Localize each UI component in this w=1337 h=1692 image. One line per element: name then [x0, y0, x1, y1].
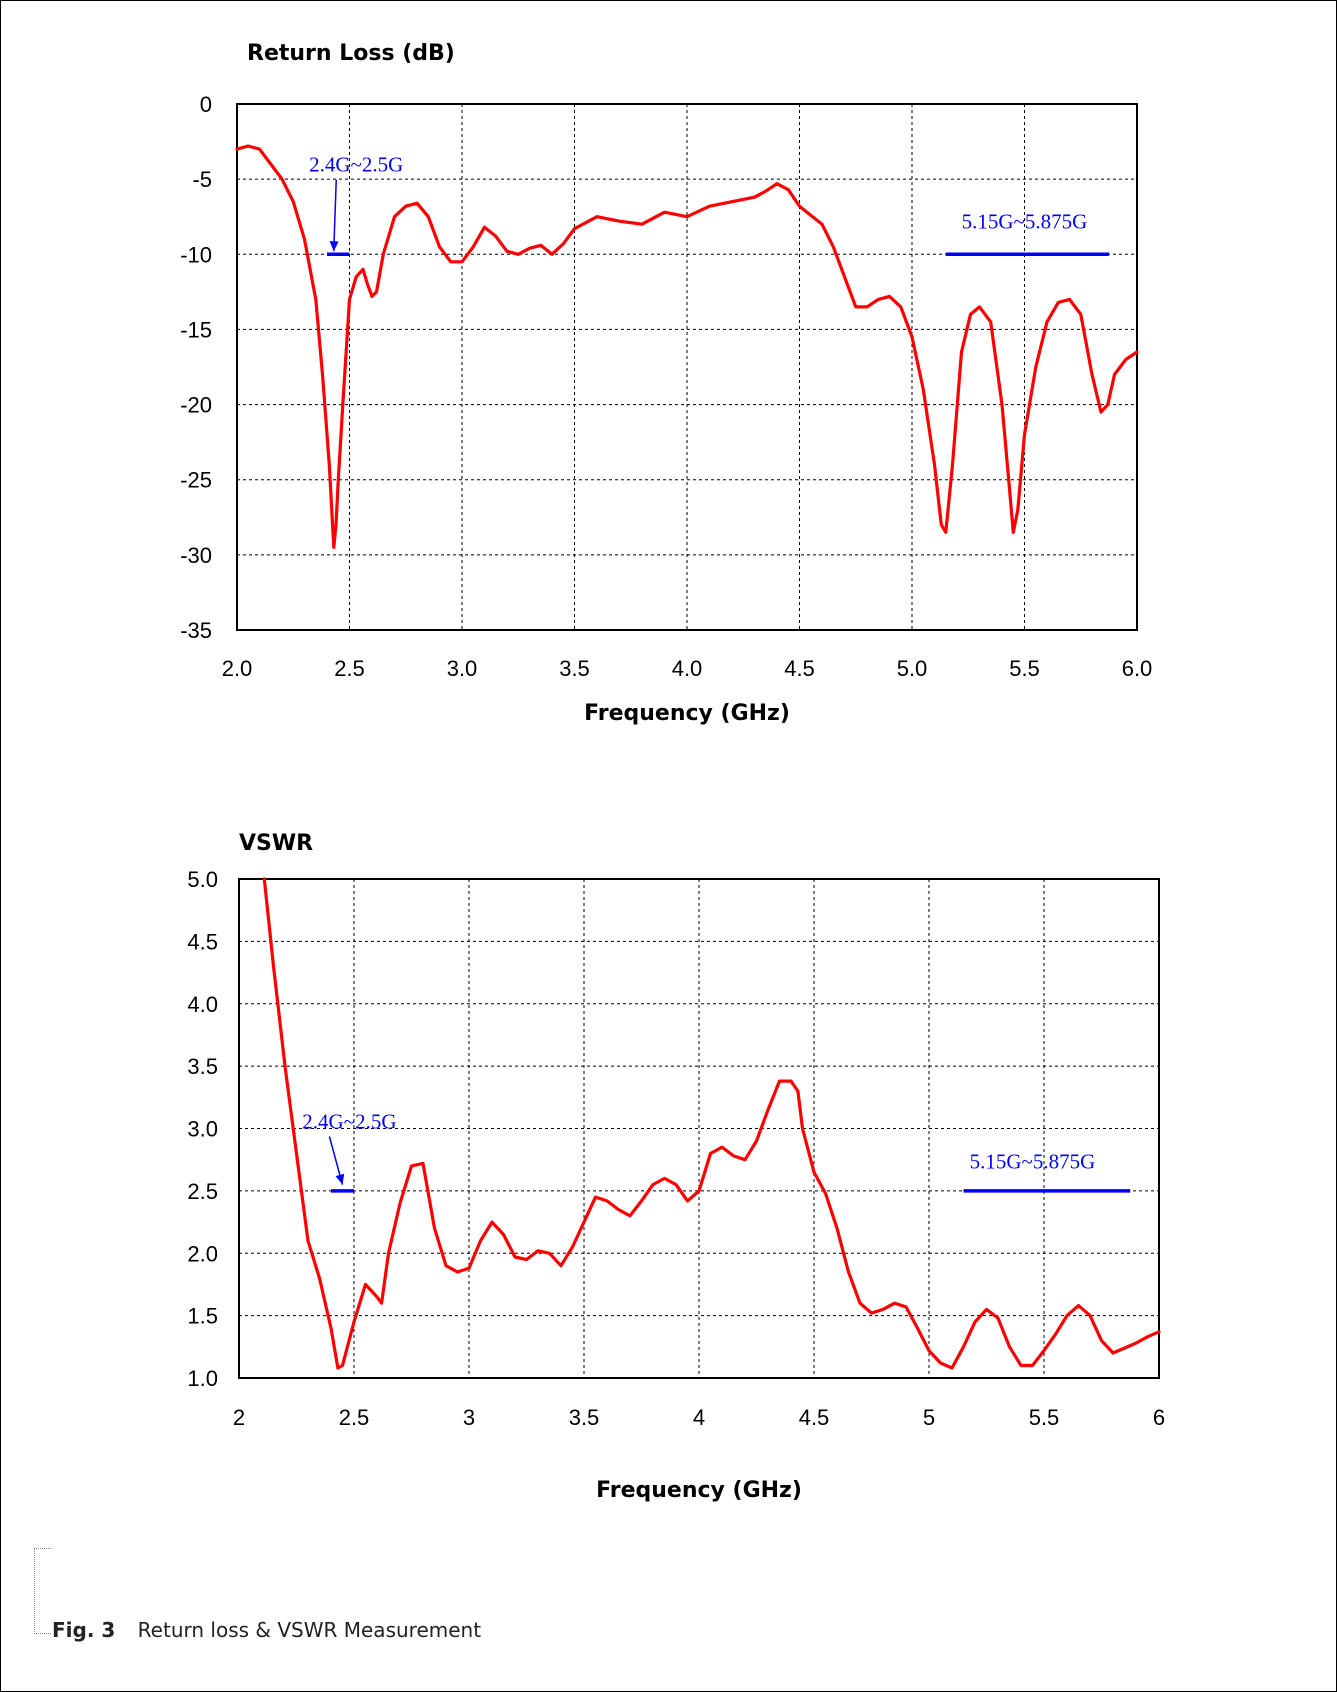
- series-line: [235, 144, 1139, 549]
- x-axis-label: Frequency (GHz): [584, 701, 790, 726]
- x-tick-label: 2.5: [339, 1405, 370, 1430]
- chart-title: Return Loss (dB): [247, 41, 455, 66]
- band-annotation-label: 5.15G~5.875G: [962, 210, 1088, 234]
- y-tick-label: -10: [180, 242, 212, 267]
- y-tick-label: 1.5: [187, 1304, 218, 1329]
- x-tick-label: 2.5: [334, 656, 365, 681]
- chart-1: 2.0 2.5 3.0 3.5 4.0 4.5 5.0 5.5 6.0 0 -5 -10 -15 -20 -…: [180, 41, 1152, 726]
- y-tick-label: -20: [180, 393, 212, 418]
- y-tick-label: 4.0: [187, 992, 218, 1017]
- x-tick-label: 2.0: [222, 656, 253, 681]
- x-tick-label: 3.5: [569, 1405, 600, 1430]
- annotation-arrow-head: [335, 1173, 345, 1185]
- plot-frame: [236, 103, 1138, 631]
- x-tick-label: 4.5: [799, 1405, 830, 1430]
- band-annotation-label: 2.4G~2.5G: [309, 153, 403, 177]
- y-tick-label: 5.0: [187, 867, 218, 892]
- x-axis-label: Frequency (GHz): [596, 1478, 802, 1503]
- y-tick-label: 0: [200, 92, 212, 117]
- y-tick-label: 3.0: [187, 1117, 218, 1142]
- x-tick-label: 5: [923, 1405, 935, 1430]
- y-tick-label: -15: [180, 317, 212, 342]
- band-annotation-label: 2.4G~2.5G: [302, 1110, 396, 1134]
- y-tick-label: 2.0: [187, 1241, 218, 1266]
- y-tick-label: -5: [192, 167, 212, 192]
- caption-text: Return loss & VSWR Measurement: [137, 1618, 482, 1642]
- x-tick-label: 5.5: [1029, 1405, 1060, 1430]
- x-tick-label: 6: [1153, 1405, 1165, 1430]
- x-tick-label: 3.0: [447, 656, 478, 681]
- caption-bracket: [34, 1548, 51, 1634]
- x-tick-label: 4.0: [672, 656, 703, 681]
- annotation-arrow-head: [329, 241, 339, 252]
- x-tick-label: 4: [693, 1405, 705, 1430]
- plot-frame: [238, 878, 1160, 1379]
- y-tick-label: -25: [180, 468, 212, 493]
- y-tick-label: -30: [180, 543, 212, 568]
- x-tick-label: 5.5: [1009, 656, 1040, 681]
- y-tick-label: -35: [180, 618, 212, 643]
- x-tick-label: 6.0: [1122, 656, 1153, 681]
- caption-figure-number: Fig. 3: [52, 1618, 116, 1642]
- figure-caption: Fig. 3 Return loss & VSWR Measurement: [52, 1618, 481, 1642]
- series-line: [262, 877, 1161, 1370]
- x-tick-label: 3.5: [559, 656, 590, 681]
- x-tick-label: 2: [233, 1405, 245, 1430]
- x-tick-label: 5.0: [897, 656, 928, 681]
- annotation-arrow-line: [333, 179, 337, 252]
- y-tick-label: 4.5: [187, 929, 218, 954]
- y-tick-label: 3.5: [187, 1054, 218, 1079]
- y-tick-label: 1.0: [187, 1366, 218, 1391]
- band-annotation-label: 5.15G~5.875G: [970, 1149, 1096, 1173]
- chart-title: VSWR: [239, 831, 313, 856]
- y-tick-label: 2.5: [187, 1179, 218, 1204]
- x-tick-label: 4.5: [784, 656, 815, 681]
- x-tick-label: 3: [463, 1405, 475, 1430]
- chart-2: 2 2.5 3 3.5 4 4.5 5 5.5 6 5.0 4.5 4.0 3.5 3.0 2.5 2.0 1.…: [187, 831, 1165, 1503]
